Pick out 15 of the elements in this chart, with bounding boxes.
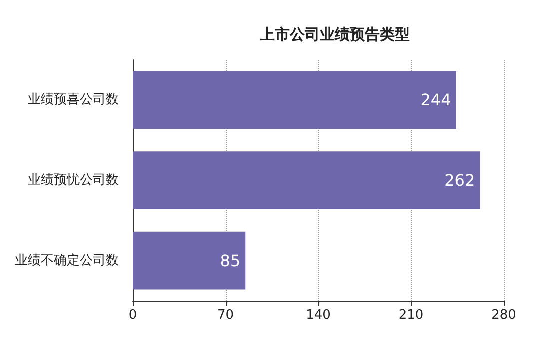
data-label: 244 [420, 90, 452, 110]
bar [133, 71, 456, 130]
x-tick-label: 280 [492, 308, 516, 323]
x-tick-label: 140 [306, 308, 331, 323]
bar [133, 232, 246, 290]
bar [133, 152, 480, 210]
x-tick-label: 0 [128, 308, 138, 323]
x-tick-label: 70 [217, 308, 234, 323]
data-label: 85 [220, 251, 241, 270]
y-tick-label: 业绩不确定公司数 [15, 253, 119, 268]
x-tick-label: 210 [398, 308, 424, 323]
chart-title: 上市公司业绩预告类型 [259, 26, 410, 44]
y-tick-label: 业绩预喜公司数 [28, 92, 119, 108]
y-tick-label: 业绩预忧公司数 [28, 173, 119, 188]
data-label: 262 [444, 171, 476, 190]
